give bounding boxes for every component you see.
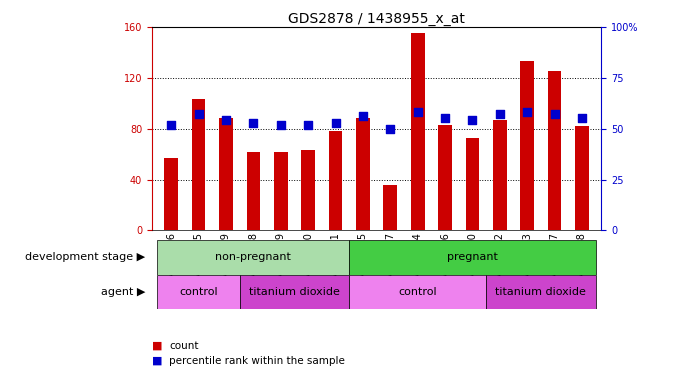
Bar <box>158 240 349 275</box>
Point <box>193 111 204 118</box>
Text: pregnant: pregnant <box>447 252 498 262</box>
Point <box>166 121 177 127</box>
Bar <box>349 275 486 309</box>
Bar <box>164 158 178 230</box>
Point <box>220 118 231 124</box>
Point <box>549 111 560 118</box>
Text: percentile rank within the sample: percentile rank within the sample <box>169 356 346 366</box>
Bar <box>274 152 287 230</box>
Bar <box>329 131 342 230</box>
Text: ■: ■ <box>152 356 162 366</box>
Bar <box>356 118 370 230</box>
Bar <box>191 99 205 230</box>
Bar <box>240 275 349 309</box>
Bar <box>411 33 424 230</box>
Text: agent ▶: agent ▶ <box>101 287 145 297</box>
Bar <box>438 125 452 230</box>
Bar <box>486 275 596 309</box>
Point <box>494 111 505 118</box>
Text: titanium dioxide: titanium dioxide <box>249 287 340 297</box>
Text: control: control <box>179 287 218 297</box>
Bar <box>575 126 589 230</box>
Point <box>467 118 478 124</box>
Bar <box>520 61 534 230</box>
Text: control: control <box>399 287 437 297</box>
Bar <box>466 137 480 230</box>
Point <box>303 121 314 127</box>
Point <box>385 126 396 132</box>
Point <box>522 109 533 116</box>
Point <box>357 113 368 119</box>
Bar <box>219 118 233 230</box>
Text: count: count <box>169 341 199 351</box>
Bar <box>493 120 507 230</box>
Point <box>330 119 341 126</box>
Point <box>275 121 286 127</box>
Text: titanium dioxide: titanium dioxide <box>495 287 587 297</box>
Text: development stage ▶: development stage ▶ <box>25 252 145 262</box>
Bar <box>301 150 315 230</box>
Point <box>439 115 451 121</box>
Bar <box>247 152 261 230</box>
Bar <box>548 71 562 230</box>
Point <box>248 119 259 126</box>
Point <box>412 109 423 116</box>
Text: ■: ■ <box>152 341 162 351</box>
Point <box>576 115 587 121</box>
Text: non-pregnant: non-pregnant <box>216 252 292 262</box>
Bar <box>158 275 240 309</box>
Title: GDS2878 / 1438955_x_at: GDS2878 / 1438955_x_at <box>288 12 465 26</box>
Bar <box>384 185 397 230</box>
Bar <box>349 240 596 275</box>
